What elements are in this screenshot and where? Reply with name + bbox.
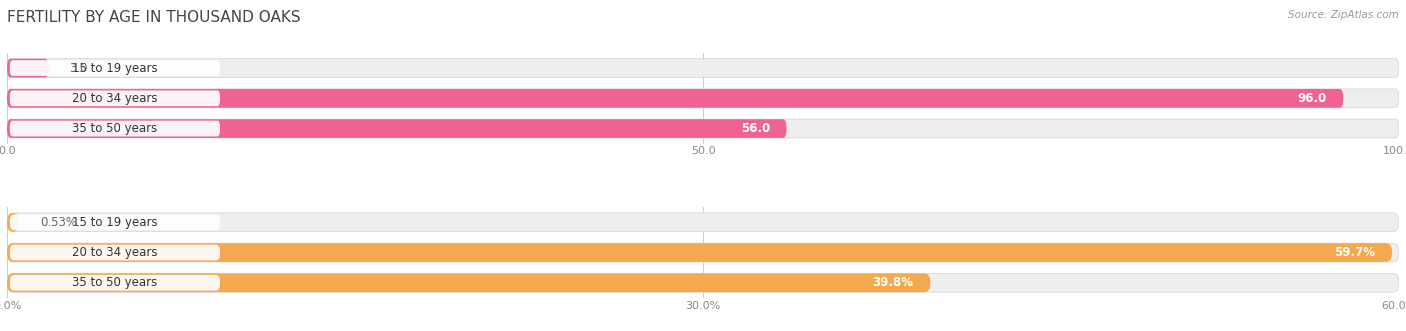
FancyBboxPatch shape	[10, 214, 219, 230]
Text: Source: ZipAtlas.com: Source: ZipAtlas.com	[1288, 10, 1399, 20]
Text: 20 to 34 years: 20 to 34 years	[72, 92, 157, 105]
FancyBboxPatch shape	[10, 245, 219, 260]
Text: 0.53%: 0.53%	[41, 216, 77, 229]
FancyBboxPatch shape	[10, 121, 219, 136]
Text: 35 to 50 years: 35 to 50 years	[72, 276, 157, 289]
Text: 15 to 19 years: 15 to 19 years	[72, 216, 157, 229]
FancyBboxPatch shape	[10, 90, 219, 106]
Text: 56.0: 56.0	[741, 122, 770, 135]
Text: 20 to 34 years: 20 to 34 years	[72, 246, 157, 259]
FancyBboxPatch shape	[7, 119, 1399, 138]
FancyBboxPatch shape	[7, 119, 786, 138]
FancyBboxPatch shape	[7, 213, 20, 232]
FancyBboxPatch shape	[7, 243, 1399, 262]
FancyBboxPatch shape	[10, 275, 219, 291]
FancyBboxPatch shape	[7, 243, 1392, 262]
Text: 96.0: 96.0	[1298, 92, 1327, 105]
Text: 3.0: 3.0	[70, 62, 89, 74]
FancyBboxPatch shape	[10, 60, 219, 76]
FancyBboxPatch shape	[7, 59, 49, 77]
FancyBboxPatch shape	[7, 273, 1399, 292]
Text: FERTILITY BY AGE IN THOUSAND OAKS: FERTILITY BY AGE IN THOUSAND OAKS	[7, 10, 301, 25]
Text: 35 to 50 years: 35 to 50 years	[72, 122, 157, 135]
FancyBboxPatch shape	[7, 89, 1343, 108]
FancyBboxPatch shape	[7, 59, 1399, 77]
Text: 15 to 19 years: 15 to 19 years	[72, 62, 157, 74]
FancyBboxPatch shape	[7, 89, 1399, 108]
Text: 59.7%: 59.7%	[1334, 246, 1375, 259]
FancyBboxPatch shape	[7, 213, 1399, 232]
FancyBboxPatch shape	[7, 273, 931, 292]
Text: 39.8%: 39.8%	[873, 276, 914, 289]
